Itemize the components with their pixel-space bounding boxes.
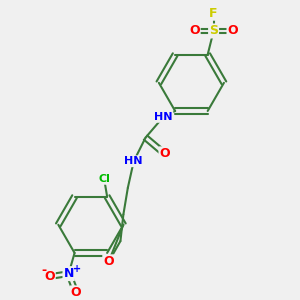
- Text: N: N: [64, 267, 74, 280]
- Text: O: O: [44, 270, 55, 283]
- Text: O: O: [160, 147, 170, 161]
- Text: +: +: [73, 264, 81, 274]
- Text: S: S: [209, 25, 218, 38]
- Text: O: O: [189, 25, 200, 38]
- Text: Cl: Cl: [98, 174, 110, 184]
- Text: HN: HN: [154, 112, 172, 122]
- Text: HN: HN: [124, 156, 143, 166]
- Text: O: O: [71, 286, 81, 299]
- Text: O: O: [227, 25, 238, 38]
- Text: O: O: [103, 255, 114, 268]
- Text: F: F: [209, 7, 218, 20]
- Text: -: -: [41, 264, 46, 277]
